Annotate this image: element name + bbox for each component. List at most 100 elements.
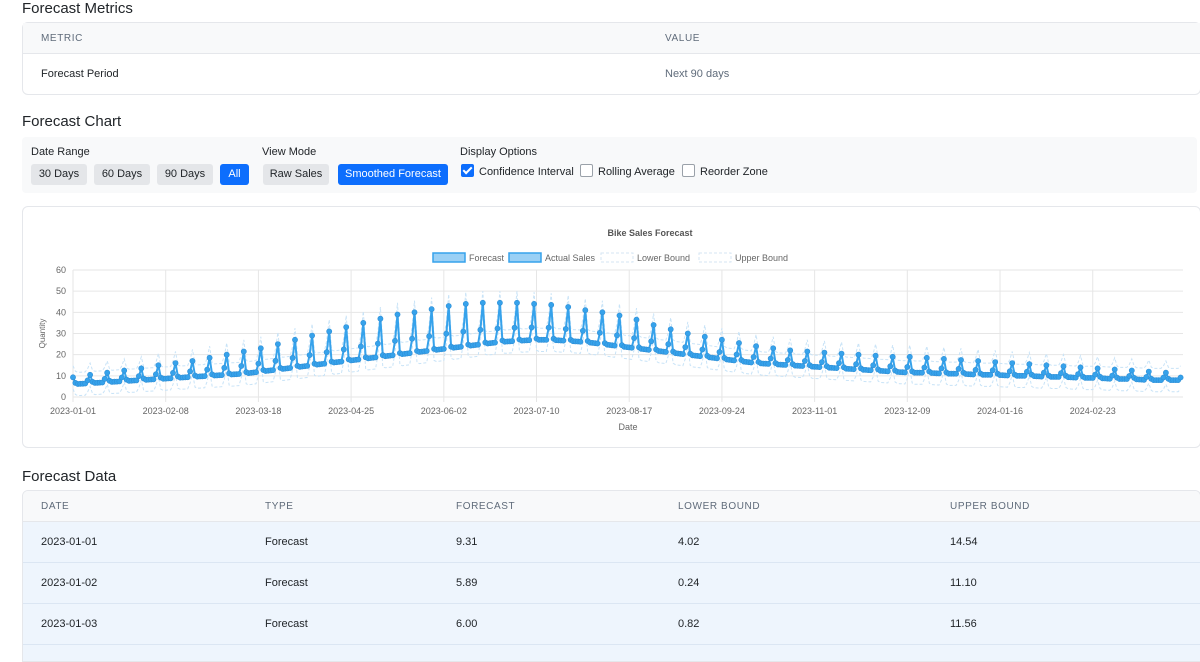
forecast-point xyxy=(1009,360,1016,366)
forecast-point xyxy=(580,327,586,334)
forecast-point xyxy=(833,365,840,371)
forecast-point xyxy=(714,355,720,362)
metric-value: Next 90 days xyxy=(665,68,730,80)
reorder-zone-checkbox[interactable]: Reorder Zone xyxy=(682,164,768,180)
forecast-point xyxy=(802,358,808,364)
forecast-point xyxy=(87,371,93,378)
x-tick-label: 2023-01-01 xyxy=(50,406,96,416)
forecast-point xyxy=(560,337,567,344)
forecast-point xyxy=(855,351,862,358)
forecast-point xyxy=(650,322,657,328)
forecast-point xyxy=(870,362,877,369)
forecast-point xyxy=(1024,368,1030,375)
forecast-point xyxy=(594,340,601,347)
forecast-point xyxy=(477,326,484,333)
forecast-point xyxy=(240,348,247,355)
range-30-days-button[interactable]: 30 Days xyxy=(31,164,87,185)
forecast-point xyxy=(406,350,413,357)
raw-sales-button[interactable]: Raw Sales xyxy=(263,164,329,185)
forecast-point xyxy=(255,360,262,367)
legend-swatch xyxy=(600,252,634,263)
checkbox-icon xyxy=(682,164,695,177)
table-row[interactable] xyxy=(23,645,1200,661)
forecast-point xyxy=(784,357,791,363)
x-tick-label: 2024-02-23 xyxy=(1070,406,1116,416)
forecast-point xyxy=(204,366,211,373)
forecast-point xyxy=(748,359,755,366)
forecast-point xyxy=(1111,366,1118,373)
table-row[interactable]: 2023-01-02 Forecast 5.89 0.24 11.10 xyxy=(23,563,1200,604)
forecast-point xyxy=(753,343,759,350)
forecast-point xyxy=(411,309,418,316)
confidence-interval-checkbox[interactable]: Confidence Interval xyxy=(461,164,574,180)
forecast-point xyxy=(904,364,911,370)
forecast-point xyxy=(118,374,125,381)
y-axis-label: Quantity xyxy=(38,319,47,349)
forecast-point xyxy=(494,325,501,332)
forecast-point xyxy=(701,333,708,340)
x-tick-label: 2024-01-16 xyxy=(977,406,1023,416)
forecast-point xyxy=(287,365,293,371)
row-lower-bound: 4.02 xyxy=(678,536,700,548)
y-tick-label: 50 xyxy=(56,286,66,296)
row-date: 2023-01-02 xyxy=(41,577,98,589)
row-type: Forecast xyxy=(265,577,308,589)
type-column-header: TYPE xyxy=(265,501,294,512)
forecast-point xyxy=(819,359,825,365)
forecast-point xyxy=(309,332,315,339)
forecast-point xyxy=(218,372,225,378)
forecast-point xyxy=(133,377,140,384)
forecast-point xyxy=(682,344,689,350)
table-row[interactable]: 2023-01-03 Forecast 6.00 0.82 11.56 xyxy=(23,604,1200,645)
forecast-point xyxy=(923,354,930,361)
row-lower-bound: 0.24 xyxy=(678,577,700,589)
forecast-point xyxy=(101,375,108,382)
forecast-point xyxy=(528,324,535,331)
forecast-point xyxy=(958,357,964,363)
forecast-chart[interactable]: Bike Sales Forecast Forecast Actual Sales L… xyxy=(23,207,1200,447)
forecast-point xyxy=(136,373,142,379)
forecast-point xyxy=(238,363,245,369)
forecast-point xyxy=(321,360,328,367)
x-tick-label: 2023-08-17 xyxy=(606,406,652,416)
forecast-point xyxy=(326,328,333,335)
forecast-point xyxy=(872,352,879,359)
range-60-days-button[interactable]: 60 Days xyxy=(94,164,150,185)
forecast-point xyxy=(975,358,981,364)
row-type: Forecast xyxy=(265,536,308,548)
forecast-point xyxy=(733,351,740,358)
forecast-point xyxy=(662,348,669,355)
x-tick-label: 2023-06-02 xyxy=(421,406,467,416)
forecast-point xyxy=(821,349,828,356)
forecast-point xyxy=(648,338,655,345)
forecast-point xyxy=(938,365,945,372)
forecast-point xyxy=(921,364,928,371)
forecast-point xyxy=(992,359,999,365)
forecast-point xyxy=(953,370,959,377)
forecast-point xyxy=(889,353,896,360)
forecast-point xyxy=(492,339,498,346)
forecast-point xyxy=(782,361,789,368)
forecast-point xyxy=(443,330,450,337)
forecast-point xyxy=(1094,365,1101,372)
range-all-button[interactable]: All xyxy=(220,164,249,185)
forecast-point xyxy=(972,366,979,373)
forecast-point xyxy=(955,365,962,372)
forecast-point xyxy=(616,312,623,319)
smoothed-forecast-button[interactable]: Smoothed Forecast xyxy=(338,164,448,185)
forecast-point xyxy=(445,303,452,309)
table-row[interactable]: 2023-01-01 Forecast 9.31 4.02 14.54 xyxy=(23,522,1200,563)
rolling-average-checkbox[interactable]: Rolling Average xyxy=(580,164,675,180)
forecast-point xyxy=(306,352,313,358)
forecast-point xyxy=(716,349,723,355)
rolling-average-label: Rolling Average xyxy=(598,166,675,178)
upper-bound-column-header: UPPER BOUND xyxy=(950,501,1030,512)
range-90-days-button[interactable]: 90 Days xyxy=(157,164,213,185)
row-forecast: 9.31 xyxy=(456,536,478,548)
forecast-point xyxy=(1058,370,1064,377)
forecast-point xyxy=(462,301,469,307)
forecast-point xyxy=(457,343,464,350)
forecast-point xyxy=(838,350,845,357)
forecast-point xyxy=(426,333,433,340)
forecast-point xyxy=(1177,374,1184,381)
